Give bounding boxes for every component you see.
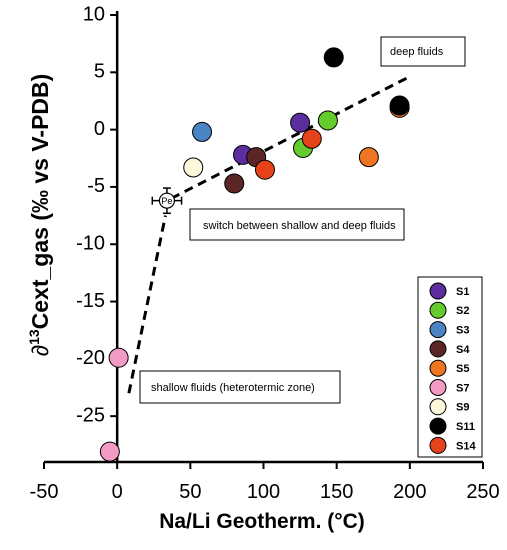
x-tick-label: 150 [320,481,353,503]
y-axis-label-text: Cext_gas (‰ vs V-PDB) [27,74,53,330]
y-tick-label: -25 [76,404,105,426]
legend-marker-s1 [429,282,447,300]
y-tick-label: 0 [94,118,105,140]
legend-label-s14: S14 [456,440,476,452]
annotation-box [139,370,341,404]
x-axis-label: Na/Li Geotherm. (°C) [159,510,365,533]
legend-marker-s2 [429,301,447,319]
data-point-s14 [301,128,322,149]
y-axis-label-superscript: 13 [26,329,42,345]
x-tick-label: 250 [466,481,499,503]
legend-marker-s5 [429,359,447,377]
x-tick-label: -50 [30,481,59,503]
data-point-s7 [99,441,120,462]
x-tick-label: 200 [393,481,426,503]
y-tick-label: -15 [76,290,105,312]
trend-line-shallow [127,215,167,394]
legend-label-s4: S4 [456,344,470,356]
y-tick-label: 5 [94,61,105,83]
annotation-box [189,208,405,241]
annotation-shallow-fluids: shallow fluids (heterotermic zone) [139,370,341,404]
legend: S1 S2 S3 S4 S5 S7 S9 S11 S14 [417,276,483,458]
legend-label-s7: S7 [456,382,469,394]
x-tick-label: 50 [179,481,201,503]
data-point-s7 [108,347,129,368]
data-point-s11 [323,47,344,68]
pe-label: Pe [161,196,172,206]
legend-label-s11: S11 [456,421,475,433]
legend-box [417,276,483,458]
annotation-text: switch between shallow and deep fluids [203,220,396,232]
x-tick-label: 0 [112,481,123,503]
y-axis-label-symbol: ∂ [27,345,53,356]
annotation-deep-fluids: deep fluids [380,36,466,67]
data-point-s9 [183,157,204,178]
annotation-text: deep fluids [390,46,444,58]
legend-marker-s4 [429,340,447,358]
legend-marker-s3 [429,321,447,339]
data-point-s5 [358,147,379,168]
pe-point [158,192,176,209]
legend-label-s5: S5 [456,363,469,375]
legend-label-s9: S9 [456,402,469,414]
legend-label-s3: S3 [456,325,469,337]
legend-marker-s9 [429,398,447,416]
x-ticks: -50 0 50 100 150 200 250 [30,462,500,503]
data-point-s2 [317,110,338,131]
data-point-s4 [224,173,245,194]
data-points [99,47,410,462]
trend-lines [127,76,408,394]
legend-label-s2: S2 [456,305,469,317]
legend-marker-s14 [429,436,447,454]
x-tick-label: 100 [247,481,280,503]
y-axis-label: ∂13Cext_gas (‰ vs V-PDB) [26,74,53,357]
annotation-box [380,36,466,67]
data-point-s11 [389,95,410,116]
annotation-text: shallow fluids (heterotermic zone) [151,382,315,394]
pe-marker: Pe [151,187,183,215]
y-tick-label: -20 [76,347,105,369]
y-tick-label: -10 [76,233,105,255]
data-point-s1 [290,112,311,133]
legend-label-s1: S1 [456,286,469,298]
legend-marker-s7 [429,379,447,396]
data-point-s3 [192,121,213,142]
y-tick-label: -5 [87,175,105,197]
data-point-s14 [254,159,275,180]
legend-marker-s11 [429,417,447,435]
annotation-switch: switch between shallow and deep fluids [189,208,405,241]
y-tick-label: 10 [83,3,105,25]
